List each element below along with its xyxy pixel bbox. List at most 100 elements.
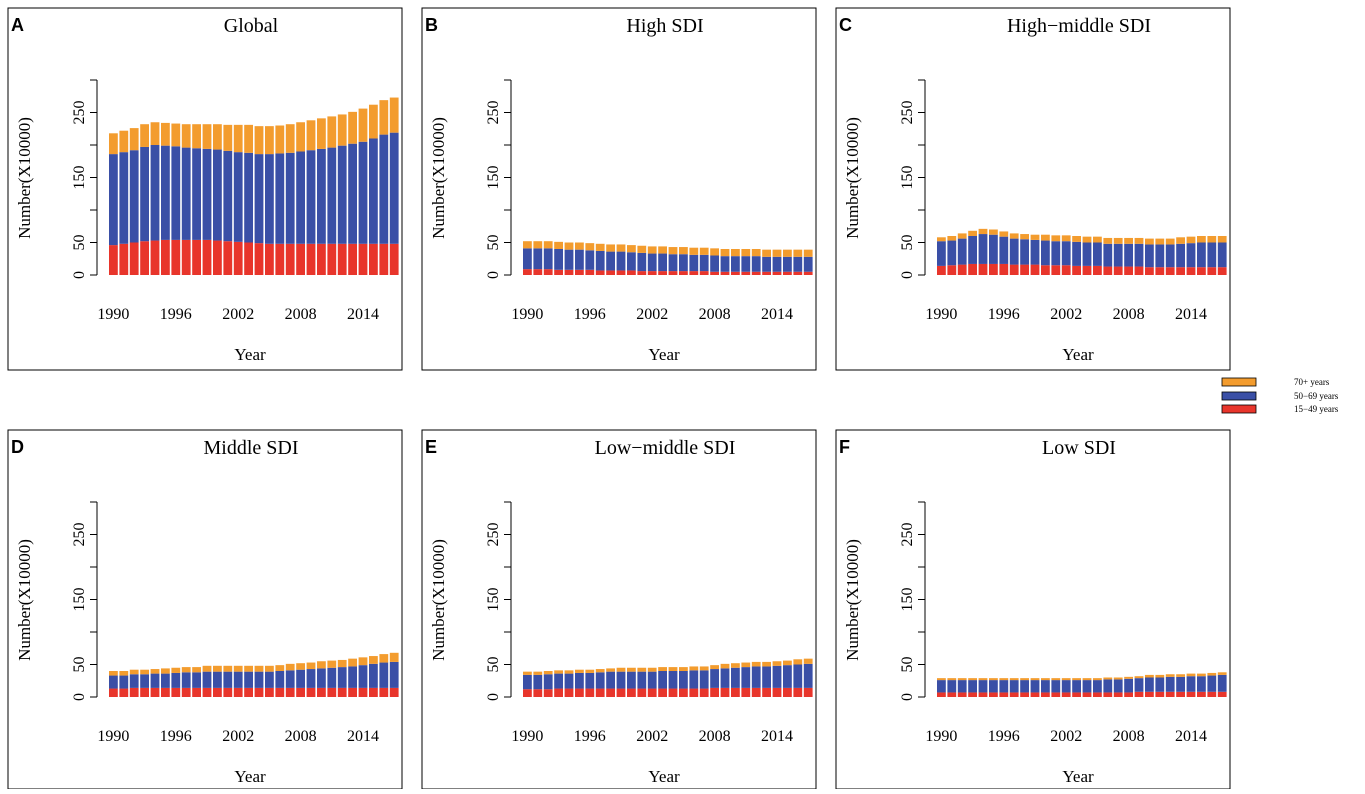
panel-b-bar-1994-s0	[564, 269, 574, 275]
panel-c-bar-2005-s1	[1093, 242, 1102, 266]
panel-c-bar-1992-s2	[957, 233, 967, 239]
panel-c-bar-1999-s1	[1030, 239, 1040, 265]
panel-f-ytick-label: 150	[899, 588, 916, 612]
panel-c-bar-2010-s2	[1145, 238, 1154, 245]
panel-d-bar-2016-s0	[379, 687, 389, 697]
panel-c-bar-1995-s0	[989, 263, 998, 275]
panel-f-bar-2010-s0	[1145, 691, 1154, 697]
panel-d-bar-1997-s1	[181, 672, 191, 688]
panel-f-bar-2013-s2	[1176, 674, 1185, 677]
panel-a-bar-1996-s1	[171, 146, 181, 240]
panel-a-bar-1990-s0	[109, 245, 118, 275]
panel-c-bar-2016-s0	[1207, 267, 1217, 275]
panel-f-bar-2005-s1	[1093, 680, 1102, 693]
panel-e-ytick-label: 150	[485, 588, 502, 612]
panel-f-bar-2008-s2	[1124, 676, 1133, 679]
panel-d-bar-2006-s0	[275, 687, 285, 697]
panel-b-bar-1998-s1	[606, 251, 615, 271]
panel-e-xtick-label: 1996	[574, 728, 606, 745]
panel-b-bar-1997-s0	[595, 270, 605, 275]
panel-e-bar-1994-s1	[564, 673, 574, 689]
panel-b-bar-2003-s2	[658, 246, 667, 254]
panel-a-ytick-label: 50	[71, 235, 88, 251]
panel-a-bar-2013-s0	[348, 243, 357, 275]
panel-d-bar-2003-s0	[244, 687, 253, 697]
panel-e-bar-2014-s0	[772, 687, 782, 697]
panel-c-ytick-label: 150	[899, 166, 916, 190]
panel-d-bar-2008-s1	[296, 669, 305, 688]
panel-e-bar-2016-s1	[793, 664, 803, 688]
panel-d-letter: D	[11, 437, 24, 457]
panel-a-bar-2012-s0	[337, 243, 347, 275]
panel-b-bar-1996-s2	[585, 243, 595, 251]
panel-a-bar-2005-s2	[265, 126, 274, 155]
panel-e-bar-2004-s0	[668, 688, 678, 697]
panel-f-bar-1995-s1	[989, 680, 998, 693]
panel-d-bar-2008-s2	[296, 663, 305, 670]
panel-a-bar-2011-s2	[327, 116, 337, 148]
panel-c-bar-1998-s2	[1020, 234, 1029, 240]
panel-e-bar-2003-s2	[658, 667, 667, 671]
panel-a-title: Global	[224, 15, 279, 37]
panel-f-xtick-label: 2008	[1113, 728, 1145, 745]
panel-a-bar-2000-s1	[213, 149, 222, 241]
panel-f-bar-1991-s0	[947, 692, 957, 697]
panel-f-ytick-label: 50	[899, 657, 916, 673]
panel-f-bar-2005-s0	[1093, 692, 1102, 697]
panel-f-bar-2010-s2	[1145, 674, 1154, 678]
panel-e-bar-1990-s2	[523, 671, 532, 675]
panel-f-bar-1995-s2	[989, 678, 998, 681]
panel-f-bar-1999-s2	[1030, 678, 1040, 681]
panel-f-bar-2017-s0	[1217, 691, 1227, 697]
panel-c-bar-1994-s2	[978, 228, 988, 235]
panel-b-bar-2013-s0	[762, 271, 771, 275]
panel-f-bar-2016-s1	[1207, 675, 1217, 692]
panel-c-bar-2003-s0	[1072, 265, 1081, 275]
panel-c-bar-2006-s0	[1103, 266, 1113, 275]
panel-f-bar-2013-s0	[1176, 691, 1185, 697]
panel-e-bar-2015-s2	[783, 660, 792, 666]
panel-e-bar-2009-s2	[720, 663, 730, 669]
panel-e-bar-1992-s1	[543, 674, 553, 690]
panel-b-bar-1990-s2	[523, 241, 532, 249]
panel-e-bar-1994-s0	[564, 688, 574, 697]
panel-d-bar-1991-s0	[119, 688, 129, 697]
panel-a-bar-2017-s0	[389, 243, 399, 275]
panel-b-bar-2004-s2	[668, 247, 678, 255]
panel-d-bar-1991-s2	[119, 671, 129, 676]
panel-a-bar-1992-s0	[129, 242, 139, 275]
panel-c-bar-1996-s2	[999, 231, 1009, 237]
panel-c-bar-2007-s2	[1113, 237, 1123, 244]
panel-d-bar-2012-s0	[337, 687, 347, 697]
panel-d-bar-1995-s1	[161, 673, 170, 688]
panel-d-bar-2000-s0	[213, 687, 222, 697]
panel-e-bar-1997-s2	[595, 669, 605, 673]
panel-c-bar-1994-s0	[978, 263, 988, 275]
panel-f-ytick-label: 0	[899, 693, 916, 701]
panel-d-ytick-label: 50	[71, 657, 88, 673]
panel-d-bar-1997-s0	[181, 687, 191, 697]
panel-f-bar-2011-s2	[1155, 674, 1165, 678]
panel-b-bar-2010-s1	[731, 256, 740, 272]
panel-f-xtick-label: 1990	[925, 728, 957, 745]
panel-b-bar-2000-s1	[627, 252, 636, 271]
panel-c-bar-2000-s0	[1041, 265, 1050, 275]
panel-e-bar-1998-s1	[606, 671, 615, 689]
panel-b-bar-1996-s1	[585, 250, 595, 270]
panel-b-bar-1991-s0	[533, 269, 543, 275]
panel-d-bar-1998-s1	[192, 672, 201, 688]
panel-e-bar-1991-s1	[533, 674, 543, 690]
panel-f-bar-2003-s0	[1072, 692, 1081, 697]
panel-e-bar-2010-s2	[731, 663, 740, 668]
panel-c-bar-2002-s0	[1061, 265, 1071, 275]
panel-e-ytick-label: 50	[485, 657, 502, 673]
panel-c-bar-2011-s1	[1155, 244, 1165, 268]
panel-a-bar-2017-s2	[389, 97, 399, 133]
panel-d-bar-2004-s1	[254, 671, 264, 688]
panel-e-bar-2012-s0	[751, 687, 761, 697]
panel-b-bar-2010-s2	[731, 249, 740, 257]
panel-d-bar-1990-s0	[109, 688, 118, 697]
panel-c-bar-1998-s0	[1020, 264, 1029, 275]
panel-a-bar-2009-s0	[306, 243, 316, 275]
panel-d-bar-2013-s2	[348, 658, 357, 667]
